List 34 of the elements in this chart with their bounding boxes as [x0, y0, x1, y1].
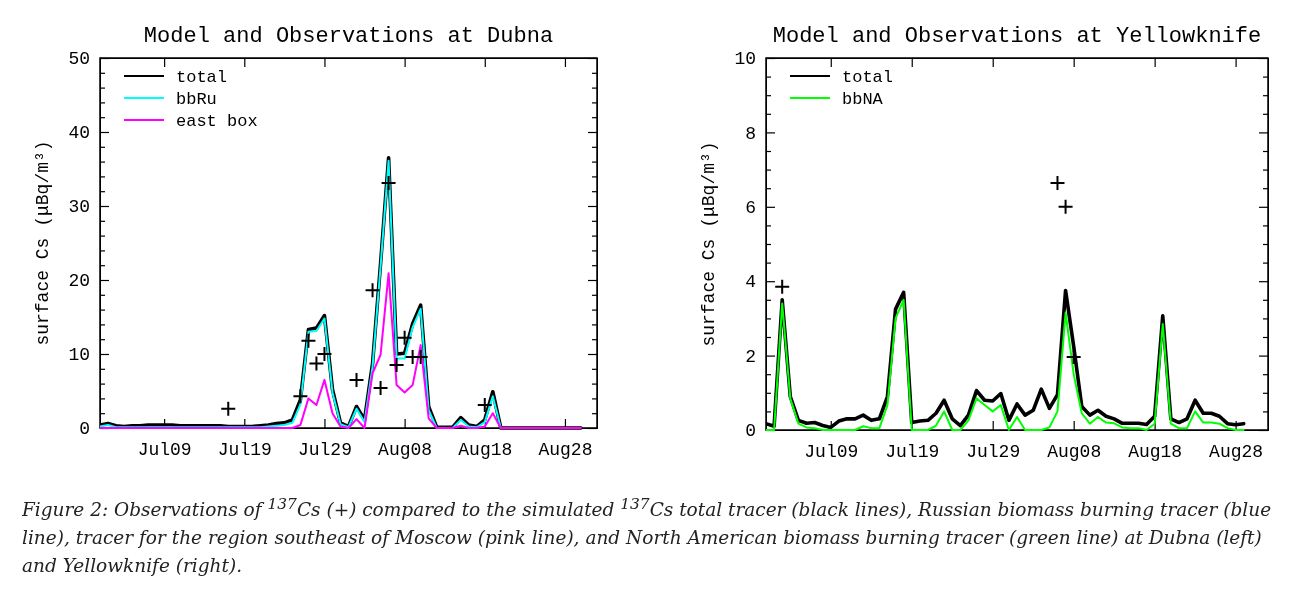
x-tick-label: Aug28 [538, 439, 593, 460]
y-tick-label: 40 [68, 123, 90, 144]
chart-title: Model and Observations at Dubna [143, 24, 554, 49]
legend-label: bbNA [842, 90, 884, 109]
legend-label: total [176, 68, 228, 87]
x-tick-label: Jul19 [217, 439, 272, 460]
y-axis-title: surface Cs (μBq/m³) [33, 140, 53, 346]
y-tick-label: 0 [79, 419, 90, 440]
y-tick-label: 20 [68, 271, 90, 292]
x-tick-label: Aug08 [378, 439, 433, 460]
y-tick-label: 10 [68, 345, 90, 366]
y-tick-label: 2 [745, 346, 756, 367]
legend-label: total [842, 68, 894, 87]
legend-label: bbRu [176, 90, 217, 109]
legend-label: east box [176, 112, 258, 131]
y-tick-label: 10 [734, 49, 756, 70]
x-tick-label: Aug18 [1128, 441, 1183, 462]
x-tick-label: Jul19 [885, 441, 940, 462]
caption: Figure 2: Observations of $^{137}$Cs (+) compared to the simulated $^{137}$Cs total tracer (black lines), Russian biomass burning tracer (blue line), tracer for the region southeast of Moscow (pink line), and North American biomass burning tracer (green line) at Dubna (left) and Yellowknife (right). [22, 494, 1273, 579]
x-tick-label: Jul29 [297, 439, 352, 460]
y-tick-label: 8 [745, 123, 756, 144]
y-axis-title: surface Cs (μBq/m³) [699, 141, 719, 347]
x-tick-label: Jul09 [804, 441, 859, 462]
x-tick-label: Aug28 [1209, 441, 1264, 462]
y-tick-label: 50 [68, 49, 90, 70]
y-tick-label: 30 [68, 197, 90, 218]
x-tick-label: Aug08 [1047, 441, 1102, 462]
chart-title: Model and Observations at Yellowknife [772, 24, 1262, 49]
y-tick-label: 6 [745, 198, 756, 219]
x-tick-label: Jul29 [966, 441, 1021, 462]
y-tick-label: 0 [745, 421, 756, 442]
y-tick-label: 4 [745, 272, 756, 293]
x-tick-label: Aug18 [458, 439, 513, 460]
x-tick-label: Jul09 [137, 439, 192, 460]
